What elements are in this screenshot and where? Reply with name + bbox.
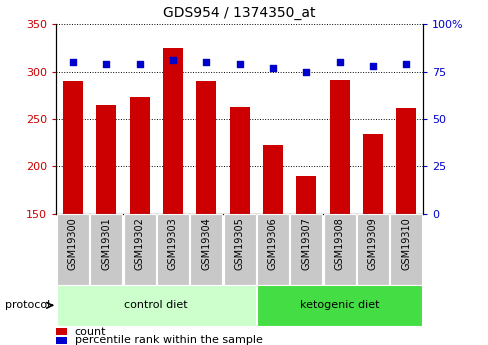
Text: GSM19309: GSM19309: [367, 217, 377, 270]
Bar: [362, 134, 382, 214]
Bar: [256, 285, 422, 326]
Bar: [256, 214, 288, 285]
Point: [402, 61, 409, 67]
Bar: [263, 145, 283, 214]
Bar: [90, 214, 122, 285]
Text: GSM19303: GSM19303: [167, 217, 178, 270]
Bar: [57, 214, 89, 285]
Bar: [123, 214, 155, 285]
Point: [302, 69, 309, 74]
Bar: [389, 214, 422, 285]
Point: [69, 59, 77, 65]
Bar: [96, 105, 116, 214]
Bar: [223, 214, 255, 285]
Text: GSM19310: GSM19310: [401, 217, 410, 270]
Text: percentile rank within the sample: percentile rank within the sample: [75, 335, 262, 345]
Point: [135, 61, 143, 67]
Point: [335, 59, 343, 65]
Bar: [395, 108, 415, 214]
Text: GSM19302: GSM19302: [134, 217, 144, 270]
Point: [202, 59, 210, 65]
Bar: [63, 81, 83, 214]
Bar: [323, 214, 355, 285]
Point: [268, 65, 276, 70]
Title: GDS954 / 1374350_at: GDS954 / 1374350_at: [163, 6, 315, 20]
Text: GSM19304: GSM19304: [201, 217, 211, 270]
Text: protocol: protocol: [5, 300, 50, 310]
Bar: [229, 107, 249, 214]
Bar: [296, 176, 316, 214]
Bar: [196, 81, 216, 214]
Bar: [157, 214, 188, 285]
Bar: [56, 328, 67, 335]
Point: [169, 57, 177, 63]
Point: [368, 63, 376, 69]
Bar: [329, 80, 349, 214]
Text: GSM19301: GSM19301: [101, 217, 111, 270]
Text: control diet: control diet: [124, 300, 188, 310]
Text: GSM19300: GSM19300: [68, 217, 78, 270]
Bar: [290, 214, 322, 285]
Bar: [57, 285, 255, 326]
Bar: [56, 337, 67, 344]
Point: [235, 61, 243, 67]
Text: GSM19308: GSM19308: [334, 217, 344, 270]
Text: ketogenic diet: ketogenic diet: [299, 300, 379, 310]
Bar: [163, 48, 183, 214]
Text: count: count: [75, 327, 106, 337]
Bar: [190, 214, 222, 285]
Bar: [356, 214, 388, 285]
Text: GSM19307: GSM19307: [301, 217, 311, 270]
Text: GSM19305: GSM19305: [234, 217, 244, 270]
Point: [102, 61, 110, 67]
Text: GSM19306: GSM19306: [267, 217, 277, 270]
Bar: [129, 97, 149, 214]
